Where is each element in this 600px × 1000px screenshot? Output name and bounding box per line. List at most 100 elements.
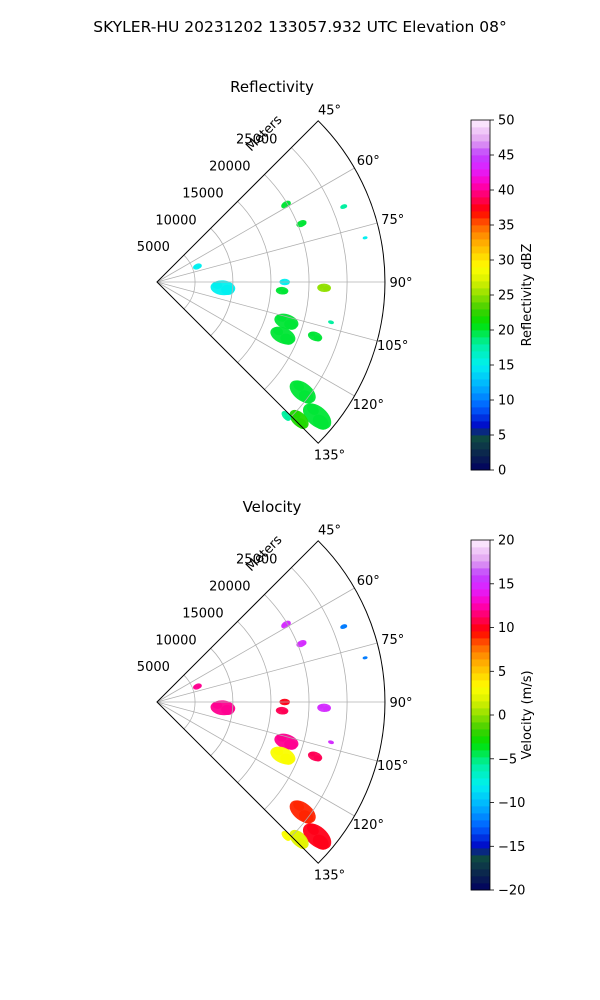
colorbar-band: [471, 204, 490, 212]
colorbar-band: [471, 267, 490, 275]
colorbar-band: [471, 260, 490, 268]
colorbar-band: [471, 393, 490, 401]
colorbar-band: [471, 197, 490, 205]
echo-cell: [270, 746, 296, 765]
colorbar-band: [471, 246, 490, 254]
azimuth-tick-label: 135°: [314, 449, 345, 464]
echo-cell: [210, 280, 236, 296]
colorbar-band: [471, 540, 490, 548]
colorbar: −20 −15 −10 −5 0 5 10 15 20 Velocity (m/s): [470, 534, 535, 899]
colorbar-band: [471, 386, 490, 394]
azimuth-line: [156, 642, 378, 703]
colorbar-tick-label: −10: [498, 796, 525, 811]
colorbar-band: [471, 729, 490, 737]
azimuth-tick-label: 45°: [318, 104, 341, 119]
polar-grid: [156, 120, 386, 444]
colorbar-band: [471, 120, 490, 128]
colorbar-band: [471, 771, 490, 779]
echo-cell: [307, 751, 323, 762]
velocity-panel: Velocity 500010000150002000025000Meters4…: [137, 498, 535, 899]
colorbar-tick-label: 25: [498, 289, 515, 304]
colorbar-band: [471, 876, 490, 884]
colorbar-band: [471, 589, 490, 597]
colorbar-band: [471, 610, 490, 618]
colorbar-band: [471, 645, 490, 653]
colorbar-band: [471, 141, 490, 149]
colorbar-band: [471, 127, 490, 135]
range-tick-label: 25000: [236, 133, 277, 148]
echo-cell: [296, 640, 307, 648]
colorbar-band: [471, 372, 490, 380]
colorbar-band: [471, 708, 490, 716]
azimuth-tick-label: 45°: [318, 524, 341, 539]
azimuth-line: [156, 701, 355, 817]
echo-cell: [270, 326, 296, 345]
azimuth-line: [156, 587, 355, 703]
colorbar-band: [471, 463, 490, 471]
colorbar-tick-label: 15: [498, 577, 515, 592]
colorbar-band: [471, 183, 490, 191]
echo-cell: [328, 320, 334, 325]
range-tick-label: 15000: [182, 186, 223, 201]
echo-cell: [274, 313, 299, 330]
colorbar-band: [471, 225, 490, 233]
reflectivity-panel: Reflectivity 500010000150002000025000Met…: [137, 78, 535, 479]
colorbar-band: [471, 190, 490, 198]
colorbar-band: [471, 155, 490, 163]
echo-cell: [302, 403, 332, 430]
colorbar-band: [471, 400, 490, 408]
colorbar-band: [471, 428, 490, 436]
colorbar-band: [471, 883, 490, 891]
colorbar-tick-label: −5: [498, 752, 517, 767]
colorbar-band: [471, 799, 490, 807]
azimuth-tick-label: 105°: [377, 339, 408, 354]
range-tick-label: 10000: [155, 213, 196, 228]
colorbar-band: [471, 827, 490, 835]
colorbar-tick-label: 0: [498, 464, 506, 479]
colorbar-band: [471, 449, 490, 457]
azimuth-line: [156, 281, 378, 342]
colorbar-band: [471, 218, 490, 226]
colorbar-label: Reflectivity dBZ: [520, 244, 535, 347]
colorbar-band: [471, 344, 490, 352]
colorbar-band: [471, 162, 490, 170]
range-tick-label: 20000: [209, 580, 250, 595]
colorbar-band: [471, 414, 490, 422]
echo-cell: [307, 331, 323, 342]
colorbar-band: [471, 680, 490, 688]
colorbar-band: [471, 253, 490, 261]
colorbar-band: [471, 736, 490, 744]
colorbar-band: [471, 631, 490, 639]
colorbar-tick-label: 20: [498, 324, 515, 339]
colorbar-band: [471, 211, 490, 219]
echo-cell: [317, 283, 331, 293]
colorbar-tick-label: 30: [498, 254, 515, 269]
range-tick-label: 10000: [155, 633, 196, 648]
panel-title: Reflectivity: [230, 78, 314, 96]
colorbar-band: [471, 855, 490, 863]
colorbar-band: [471, 666, 490, 674]
echo-cell: [340, 204, 348, 210]
colorbar-band: [471, 442, 490, 450]
colorbar-band: [471, 148, 490, 156]
colorbar-band: [471, 316, 490, 324]
echo-cell: [302, 823, 332, 850]
sector-frame: [156, 120, 386, 444]
echo-cell: [289, 380, 316, 404]
azimuth-tick-label: 120°: [353, 818, 384, 833]
colorbar-band: [471, 764, 490, 772]
colorbar-band: [471, 134, 490, 142]
colorbar-band: [471, 862, 490, 870]
colorbar-band: [471, 750, 490, 758]
echo-cell: [340, 624, 348, 630]
echo-cell: [362, 656, 368, 660]
colorbar-band: [471, 561, 490, 569]
echo-cell: [317, 703, 331, 713]
colorbar-band: [471, 638, 490, 646]
colorbar-tick-label: 10: [498, 621, 515, 636]
range-tick-label: 5000: [137, 240, 170, 255]
echo-cell: [289, 800, 316, 824]
azimuth-tick-label: 75°: [381, 633, 404, 648]
colorbar-band: [471, 288, 490, 296]
colorbar-band: [471, 407, 490, 415]
